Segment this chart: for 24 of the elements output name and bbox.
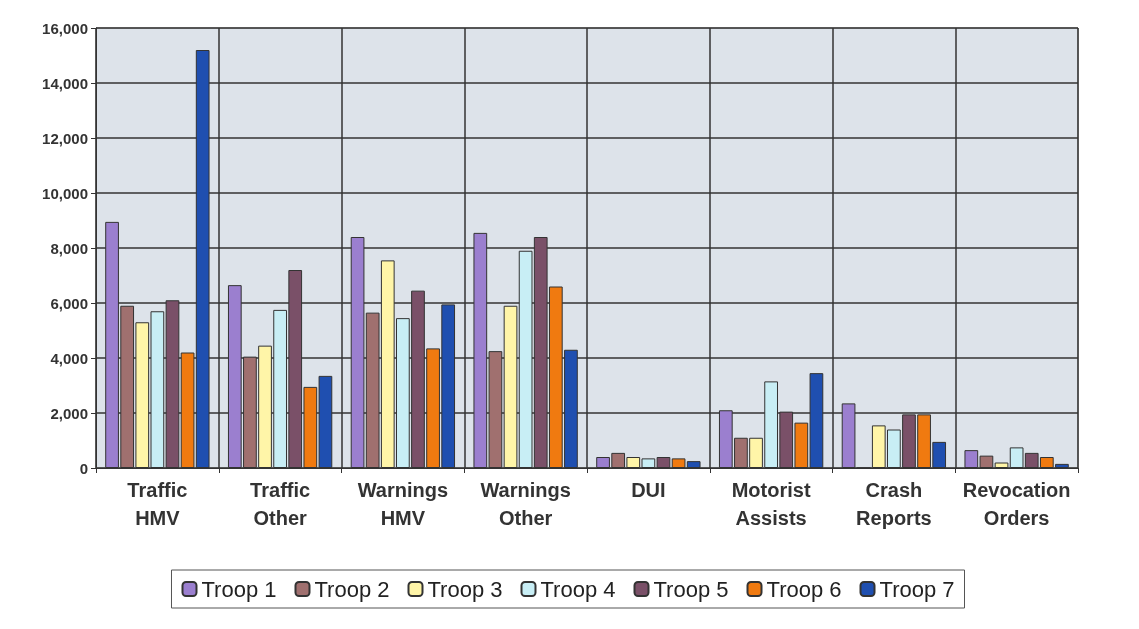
x-tick-label: Motorist Assists [731,479,811,529]
y-tick-label: 6,000 [50,294,88,312]
legend-label: Troop 6 [766,576,842,602]
y-tick-label: 12,000 [42,129,88,147]
x-tick-label: DUI [631,479,666,501]
legend-label: Troop 5 [653,576,729,602]
legend-label: Troop 7 [879,576,955,602]
x-tick-label: Warnings HMV [357,479,449,529]
y-tick-label: 0 [79,459,88,477]
y-tick-label: 14,000 [42,74,88,92]
y-tick-label: 4,000 [50,349,88,367]
legend-label: Troop 2 [314,576,390,602]
y-tick-label: 16,000 [42,19,88,37]
y-tick-label: 2,000 [50,404,88,422]
x-tick-label: Traffic HMV [127,479,188,529]
x-tick-label: Crash Reports [856,479,932,529]
x-tick-label: Traffic Other [250,479,311,529]
legend-label: Troop 4 [540,576,616,602]
x-tick-label: Revocation Orders [962,479,1071,529]
y-tick-label: 10,000 [42,184,88,202]
legend-label: Troop 1 [201,576,277,602]
y-tick-label: 8,000 [50,239,88,257]
legend-label: Troop 3 [427,576,503,602]
x-tick-label: Warnings Other [480,479,571,529]
